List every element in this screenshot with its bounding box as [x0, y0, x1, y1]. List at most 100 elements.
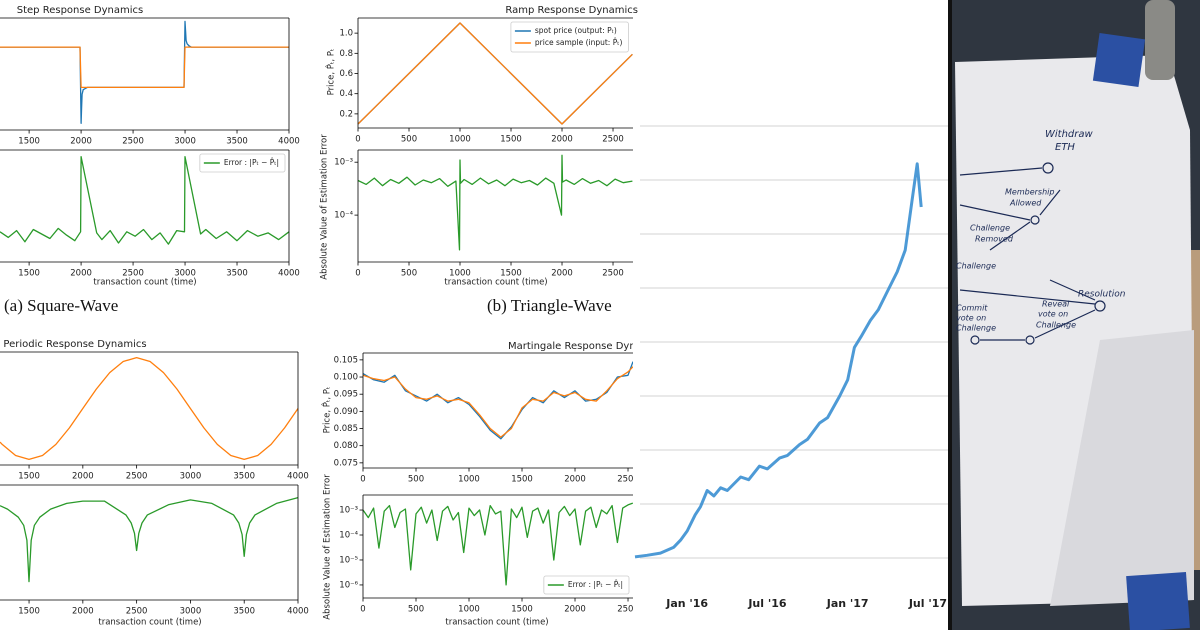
x-tick-label: 2500 — [602, 135, 624, 145]
y-tick-label: 0.4 — [339, 89, 353, 99]
y-axis-label: Absolute Value of Estimation Error — [323, 474, 333, 620]
node — [970, 335, 980, 345]
x-axis-label: transaction count (time) — [98, 618, 201, 628]
x-tick-label: 2500 — [122, 137, 144, 147]
x-tick-label: Jul '16 — [747, 597, 787, 610]
photo-label: Allowed — [1009, 199, 1042, 208]
x-tick-label: 3000 — [180, 472, 202, 482]
x-tick-label: 2000 — [551, 135, 573, 145]
node — [1042, 162, 1054, 174]
y-tick-label: 10⁻⁴ — [334, 211, 353, 221]
x-tick-label: 3500 — [226, 269, 248, 279]
x-tick-label: 2000 — [564, 475, 586, 485]
growth-chart: Jan '16 Jul '16 Jan '17 Jul '17 — [633, 0, 949, 630]
x-tick-label: 500 — [401, 135, 417, 145]
photo-label: Resolution — [1078, 290, 1126, 300]
photo-label: Commit — [956, 304, 988, 313]
caption: (a) Square-Wave — [4, 296, 118, 315]
legend: Error : |Pₜ − P̂ₜ| — [543, 575, 630, 595]
chart-title: Step Response Dynamics — [17, 5, 143, 16]
x-tick-label: 4000 — [287, 472, 309, 482]
series-line — [0, 156, 290, 245]
series-line — [0, 356, 299, 461]
x-tick-label: 3500 — [233, 607, 255, 617]
x-tick-label: 0 — [360, 605, 365, 615]
photo-label: Challenge — [970, 224, 1010, 233]
series-line — [0, 46, 289, 89]
x-tick-label: 1000 — [449, 135, 471, 145]
x-tick-label: 3500 — [226, 137, 248, 147]
chart-title: Martingale Response Dynamics — [508, 341, 665, 352]
series-line — [362, 366, 634, 438]
x-tick-label: 3500 — [233, 472, 255, 482]
axes-frame — [0, 484, 299, 601]
series-line — [0, 496, 299, 583]
series-line — [634, 162, 923, 559]
legend-label: price sample (input: P̂ₜ) — [535, 38, 623, 47]
x-tick-label: 2500 — [126, 607, 148, 617]
x-tick-label: 500 — [408, 605, 424, 615]
y-tick-label: 0.6 — [339, 69, 353, 79]
node — [1025, 335, 1035, 345]
series-line — [357, 154, 633, 251]
x-tick-label: 1500 — [18, 472, 40, 482]
y-axis-label: Price, P̂ₜ, Pₜ — [321, 387, 333, 434]
diagram — [959, 162, 1106, 345]
x-tick-label: Jul '17 — [908, 597, 947, 610]
chart-title: Ramp Response Dynamics — [505, 5, 638, 16]
x-axis-label: transaction count (time) — [445, 618, 548, 628]
x-tick-label: 2500 — [126, 472, 148, 482]
x-tick-label: 0 — [355, 135, 360, 145]
y-tick-label: 10⁻³ — [334, 158, 353, 168]
divider — [948, 0, 952, 630]
x-tick-label: 1000 — [449, 269, 471, 279]
legend-box — [510, 21, 629, 53]
photo-label: ETH — [1055, 142, 1075, 153]
tape — [1092, 33, 1146, 87]
node — [1094, 300, 1106, 312]
y-tick-label: 0.080 — [334, 441, 358, 451]
x-axis-label: transaction count (time) — [444, 278, 547, 288]
x-tick-label: 4000 — [278, 269, 300, 279]
x-tick-label: 4000 — [287, 607, 309, 617]
background — [0, 0, 633, 630]
y-tick-label: 1.0 — [339, 29, 353, 39]
x-tick-label: 1500 — [18, 137, 40, 147]
x-tick-label: 4000 — [278, 137, 300, 147]
y-tick-label: 10⁻³ — [339, 506, 358, 516]
y-axis-label: Price, P̂ₜ, Pₜ — [325, 49, 337, 96]
x-tick-label: 1500 — [500, 135, 522, 145]
legend-label: spot price (output: Pₜ) — [535, 26, 617, 35]
y-tick-label: 0.100 — [334, 373, 358, 383]
legend-label: Error : |Pₜ − P̂ₜ| — [568, 580, 623, 589]
y-tick-label: 0.085 — [334, 424, 358, 434]
photo-label: vote on — [1038, 310, 1068, 319]
x-tick-label: 3000 — [174, 137, 196, 147]
x-tick-label: 2000 — [551, 269, 573, 279]
y-tick-label: 0.075 — [334, 458, 358, 468]
chart-title: Periodic Response Dynamics — [3, 339, 146, 350]
paper-shade — [1050, 330, 1194, 606]
x-tick-label: 500 — [408, 475, 424, 485]
caption: (b) Triangle-Wave — [487, 296, 612, 315]
arrows — [959, 167, 1096, 341]
node — [1030, 215, 1040, 225]
y-tick-label: 10⁻⁶ — [339, 580, 358, 590]
x-tick-label: 2500 — [617, 475, 639, 485]
legend-box — [543, 575, 630, 595]
y-tick-label: 10⁻⁴ — [339, 531, 358, 541]
legend-box — [199, 153, 286, 173]
x-tick-label: 1500 — [18, 607, 40, 617]
photo-label: vote on — [956, 314, 986, 323]
series-line — [362, 502, 634, 586]
photo-label: Challenge — [956, 324, 996, 333]
axes-frame — [0, 351, 299, 466]
y-axis-label: Absolute Value of Estimation Error — [320, 134, 330, 280]
x-tick-label: 2000 — [70, 269, 92, 279]
photo: Withdraw ETH Membership Allowed Challeng… — [948, 0, 1200, 630]
legend: Error : |Pₜ − P̂ₜ| — [199, 153, 286, 173]
series-line — [357, 22, 633, 125]
photo-label: Membership — [1005, 188, 1054, 197]
simulation-charts: Martingale Response Dynamics 1500 2000 250… — [0, 0, 713, 630]
